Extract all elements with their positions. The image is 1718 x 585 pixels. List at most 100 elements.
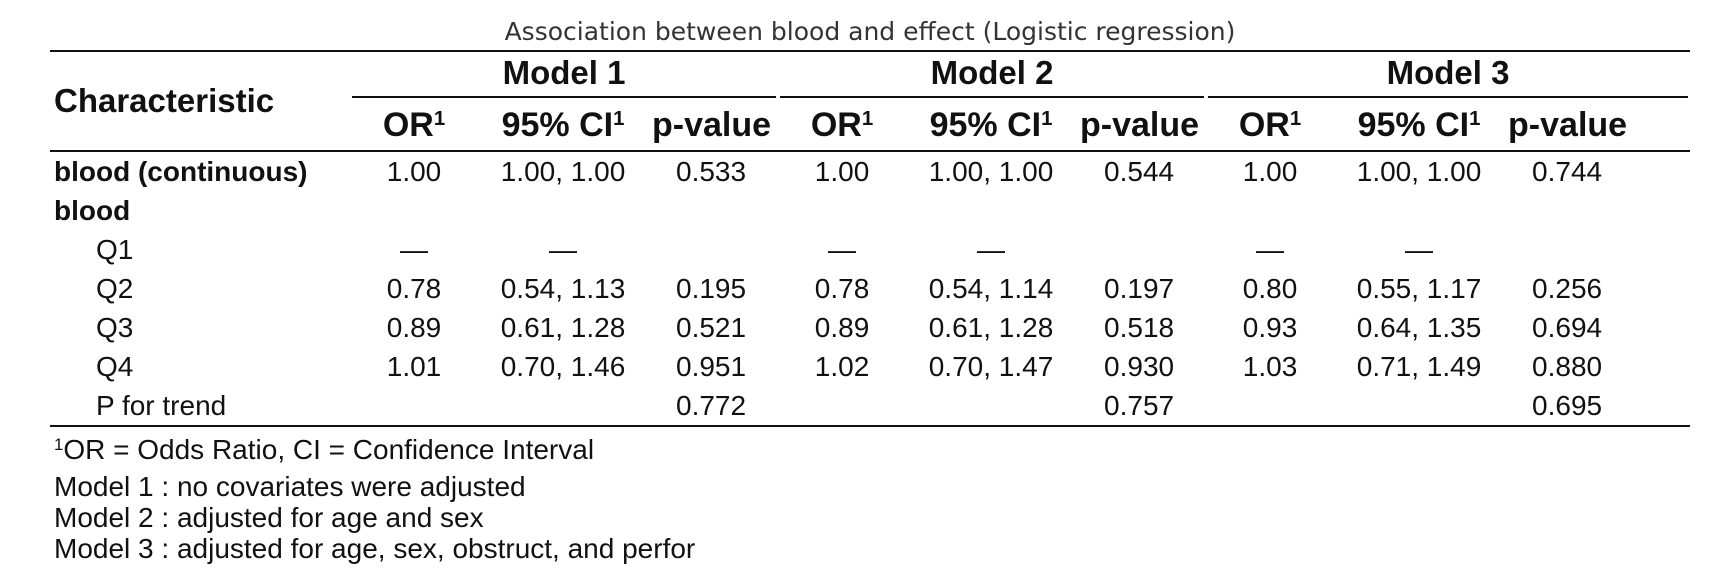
table-row: blood	[50, 191, 1690, 230]
ci-label: 95% CI	[1357, 105, 1470, 144]
ci-cell: 1.00, 1.00	[906, 150, 1077, 191]
or-header: OR1	[778, 100, 906, 151]
p-value-cell: 0.757	[1076, 386, 1207, 427]
p-value-cell	[1504, 230, 1690, 269]
model-1-spanner: Model 1	[350, 51, 778, 100]
or-header: OR1	[350, 100, 478, 151]
ci-cell: —	[549, 233, 577, 265]
or-label: OR	[810, 105, 862, 144]
ci-cell: 0.61, 1.28	[928, 311, 1054, 343]
ci-label: 95% CI	[501, 105, 614, 144]
row-label: Q2	[96, 272, 134, 304]
row-label: Q3	[96, 311, 134, 343]
table-row: blood (continuous) 1.00 1.00, 1.00 0.533…	[50, 150, 1691, 191]
p-value-header: p-value	[652, 105, 772, 144]
ci-cell: 0.70, 1.47	[928, 350, 1054, 382]
row-label: Q1	[96, 233, 134, 265]
p-value-cell: 0.694	[1532, 311, 1603, 343]
ci-cell	[478, 386, 648, 427]
p-value-cell	[1076, 230, 1206, 269]
p-value-cell: 0.521	[676, 311, 747, 343]
or-cell	[778, 386, 907, 427]
table-row: Q1 — — — — — —	[50, 230, 1690, 269]
or-cell: 0.80	[1242, 272, 1298, 304]
abbreviation-footnote: 1OR = Odds Ratio, CI = Confidence Interv…	[54, 433, 1690, 467]
or-cell: 0.93	[1242, 311, 1298, 343]
ci-cell	[1334, 386, 1505, 427]
abbreviation-text: OR = Odds Ratio, CI = Confidence Interva…	[63, 434, 595, 465]
model-3-label: Model 3	[1208, 54, 1689, 98]
or-cell: 1.03	[1242, 350, 1298, 382]
or-cell: 0.89	[814, 311, 870, 343]
or-label: OR	[1238, 105, 1290, 144]
or-cell: 1.02	[814, 350, 870, 382]
or-cell	[350, 386, 478, 427]
or-cell: 1.00	[350, 150, 478, 191]
or-cell: —	[400, 233, 428, 265]
p-value-cell: 0.772	[648, 386, 779, 427]
row-label: Q4	[96, 350, 134, 382]
or-header: OR1	[1206, 100, 1334, 151]
p-value-cell: 0.544	[1076, 150, 1207, 191]
or-cell: 0.78	[814, 272, 870, 304]
ci-cell: 0.61, 1.28	[500, 311, 626, 343]
ci-cell: 0.55, 1.17	[1356, 272, 1482, 304]
footnote-mark: 1	[861, 107, 874, 130]
model-note: Model 3 : adjusted for age, sex, obstruc…	[54, 533, 696, 564]
header-column-row: OR1 95% CI1 p-value OR1 95% CI1 p-value …	[50, 100, 1690, 151]
footnote-mark: 1	[1469, 107, 1481, 130]
header-spanner-row: Characteristic Model 1 Model 2 Model 3	[50, 51, 1691, 119]
or-cell	[1206, 386, 1335, 427]
or-cell	[1206, 191, 1334, 230]
ci-cell: —	[977, 233, 1006, 265]
ci-cell: 0.64, 1.35	[1356, 311, 1482, 343]
or-cell	[350, 191, 478, 230]
model-note: Model 2 : adjusted for age and sex	[54, 502, 484, 533]
ci-header: 95% CI1	[906, 100, 1076, 151]
p-value-header: p-value	[1080, 105, 1200, 144]
p-value-cell: 0.930	[1104, 350, 1175, 382]
p-value-cell	[1504, 191, 1690, 230]
table-body: blood (continuous) 1.00 1.00, 1.00 0.533…	[50, 150, 1691, 427]
row-label: blood (continuous)	[50, 150, 350, 191]
p-value-cell: 0.744	[1504, 150, 1691, 191]
characteristic-header: Characteristic	[54, 82, 275, 119]
or-cell: —	[828, 233, 857, 265]
ci-cell: 1.00, 1.00	[478, 150, 648, 191]
model-2-spanner: Model 2	[778, 51, 1206, 100]
table-row: Q3 0.89 0.61, 1.28 0.521 0.89 0.61, 1.28…	[50, 308, 1690, 347]
regression-table-container: Association between blood and effect (Lo…	[50, 14, 1691, 564]
ci-header: 95% CI1	[1334, 100, 1504, 151]
table-row: Q2 0.78 0.54, 1.13 0.195 0.78 0.54, 1.14…	[50, 269, 1690, 308]
footnote-mark: 1	[613, 107, 625, 130]
p-value-cell: 0.256	[1532, 272, 1603, 304]
model-3-spanner: Model 3	[1206, 51, 1690, 100]
footnote-mark: 1	[54, 434, 64, 454]
model-2-label: Model 2	[780, 54, 1205, 98]
ci-cell	[478, 191, 648, 230]
ci-header: 95% CI1	[478, 100, 648, 151]
ci-cell: 0.54, 1.13	[500, 272, 626, 304]
ci-label: 95% CI	[929, 105, 1042, 144]
or-cell: 0.89	[386, 311, 442, 343]
p-value-cell: 0.518	[1104, 311, 1175, 343]
ci-cell: 0.71, 1.49	[1356, 350, 1482, 382]
model-note: Model 1 : no covariates were adjusted	[54, 471, 526, 502]
p-value-cell: 0.197	[1104, 272, 1175, 304]
or-cell: —	[1256, 233, 1285, 265]
ci-cell: 1.00, 1.00	[1334, 150, 1505, 191]
ci-cell: —	[1405, 233, 1434, 265]
table-row: Q4 1.01 0.70, 1.46 0.951 1.02 0.70, 1.47…	[50, 347, 1690, 386]
row-label: blood	[54, 194, 131, 226]
p-value-cell: 0.195	[676, 272, 747, 304]
footnote-mark: 1	[433, 107, 446, 130]
ci-cell	[906, 386, 1077, 427]
regression-table: Characteristic Model 1 Model 2 Model 3 O…	[50, 50, 1691, 427]
or-cell: 1.00	[1206, 150, 1335, 191]
p-value-cell: 0.533	[648, 150, 779, 191]
ci-cell	[1334, 191, 1504, 230]
p-value-cell: 0.880	[1532, 350, 1603, 382]
or-cell: 0.78	[386, 272, 442, 304]
ci-cell	[906, 191, 1076, 230]
p-value-cell: 0.951	[676, 350, 747, 382]
